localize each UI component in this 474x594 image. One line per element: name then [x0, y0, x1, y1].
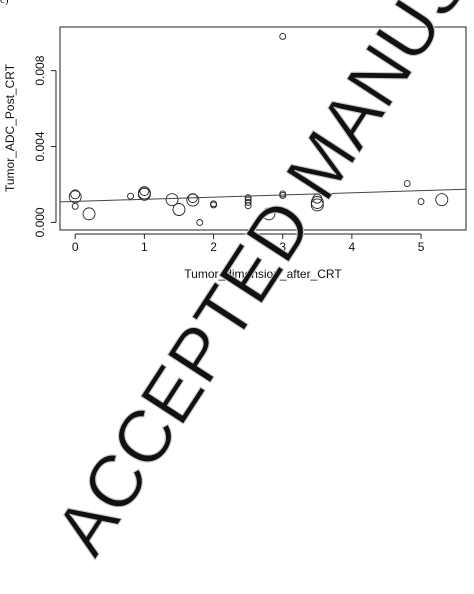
regression-line — [59, 188, 467, 203]
data-point — [165, 193, 179, 207]
data-point — [262, 207, 276, 221]
data-point — [82, 207, 96, 221]
data-point — [210, 201, 217, 209]
x-tick-label: 2 — [210, 240, 217, 254]
x-axis: 0 1 2 3 4 5 — [72, 233, 425, 254]
y-axis-label: Tumor_ADC_Post_CRT — [3, 63, 17, 192]
plot-frame — [59, 26, 467, 231]
data-point — [279, 33, 287, 40]
data-point — [244, 194, 252, 202]
data-point — [71, 202, 79, 210]
data-point — [435, 193, 449, 207]
data-point — [310, 196, 324, 209]
data-point — [310, 198, 324, 212]
panel-label: c) — [0, 0, 9, 6]
watermark-text: ACCEPTED MANUSCRIPT — [39, 0, 474, 569]
x-tick-label: 1 — [141, 240, 148, 254]
x-tick-label: 3 — [279, 240, 286, 254]
x-tick-label: 4 — [349, 240, 356, 254]
x-tick-label: 5 — [418, 240, 425, 254]
data-point — [137, 187, 151, 201]
data-point — [244, 199, 252, 206]
x-axis-label: Tumor_dimension_after_CRT — [184, 267, 342, 281]
data-point — [186, 193, 200, 207]
y-tick-label: 0.004 — [33, 131, 47, 161]
x-tick-label: 0 — [72, 240, 79, 254]
y-tick-label: 0.008 — [33, 55, 47, 85]
regression-line-group — [59, 188, 467, 203]
data-point — [172, 203, 186, 216]
y-axis: 0.000 0.004 0.008 — [33, 55, 57, 237]
data-point — [417, 198, 425, 205]
data-point — [403, 180, 411, 187]
data-point — [70, 189, 81, 200]
y-tick-label: 0.000 — [33, 207, 47, 237]
data-point — [244, 202, 252, 210]
data-point — [196, 218, 204, 226]
data-point — [68, 190, 82, 204]
